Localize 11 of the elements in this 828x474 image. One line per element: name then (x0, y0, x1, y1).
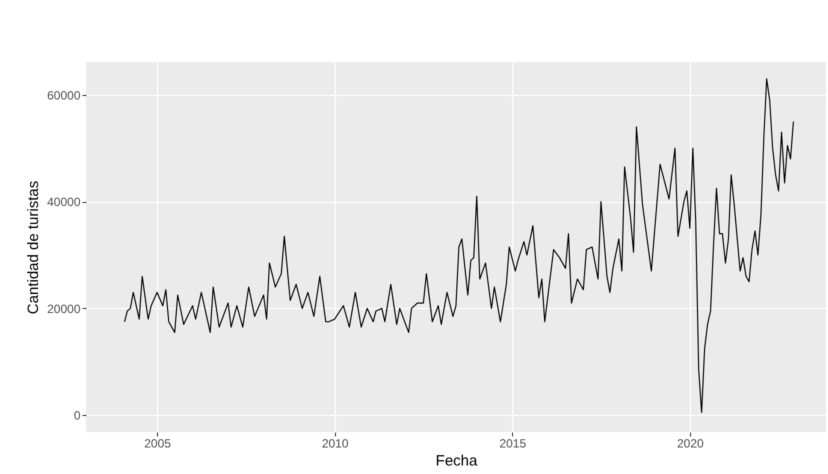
y-axis-title: Cantidad de turistas (25, 180, 42, 314)
x-tick-label: 2020 (676, 436, 704, 450)
y-tick-label: 0 (74, 408, 81, 423)
y-tick-label: 60000 (47, 88, 81, 102)
x-tick-label: 2005 (144, 436, 172, 450)
y-tick-label: 20000 (47, 302, 81, 316)
y-tick-label: 40000 (47, 195, 81, 210)
x-axis-title: Fecha (436, 452, 478, 470)
line-series (124, 78, 794, 414)
x-tick-label: 2010 (322, 436, 349, 450)
x-tick-label: 2015 (499, 436, 526, 450)
